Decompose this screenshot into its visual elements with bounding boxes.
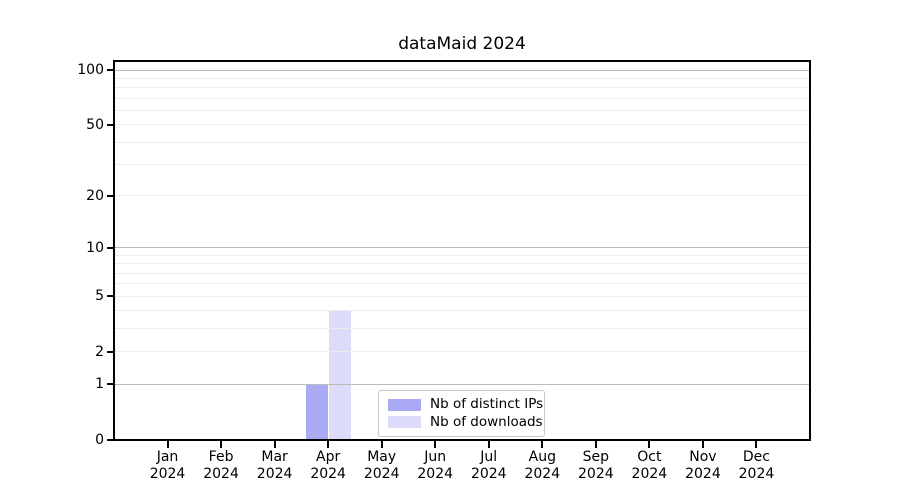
x-tick-month: Jan (156, 449, 179, 465)
y-tick-label: 5 (95, 288, 104, 305)
y-tick-label: 100 (77, 62, 104, 78)
x-tick-month: Mar (261, 449, 288, 465)
x-tick (220, 441, 223, 448)
x-tick-year: 2024 (203, 466, 239, 482)
y-tick (107, 246, 114, 249)
x-tick-label: Aug 2024 (524, 449, 560, 483)
x-tick-label: Jul 2024 (471, 449, 507, 483)
x-tick-month: Feb (208, 449, 234, 465)
x-tick-label: Mar 2024 (257, 449, 293, 483)
y-gridline-minor (114, 283, 810, 285)
y-tick (107, 350, 114, 353)
y-gridline-minor (114, 97, 810, 99)
x-tick-year: 2024 (256, 466, 293, 482)
y-tick (107, 194, 114, 197)
y-tick (107, 295, 114, 298)
x-tick-year: 2024 (685, 466, 721, 482)
legend-swatch (388, 416, 421, 429)
y-tick-label: 20 (86, 187, 104, 204)
bar-nb-of-distinct-ips (305, 384, 328, 440)
x-tick (166, 441, 169, 448)
x-tick-month: Jul (480, 449, 498, 465)
y-gridline-major (114, 383, 810, 385)
y-tick-label: 1 (95, 376, 104, 393)
x-tick-label: Nov 2024 (685, 449, 721, 483)
x-tick-year: 2024 (363, 466, 400, 482)
x-tick (434, 441, 437, 448)
y-gridline-minor (114, 195, 810, 197)
x-tick-month: Sep (582, 449, 610, 465)
x-tick (487, 441, 490, 448)
x-tick-label: May 2024 (364, 449, 400, 483)
chart-title: dataMaid 2024 (398, 34, 526, 54)
y-gridline-minor (114, 272, 810, 274)
y-gridline-minor (114, 328, 810, 330)
legend-swatch (388, 398, 421, 411)
y-gridline-minor (114, 109, 810, 111)
x-tick-month: Apr (316, 449, 341, 465)
x-tick (648, 441, 651, 448)
y-gridline-minor (114, 164, 810, 166)
x-tick-year: 2024 (524, 466, 561, 482)
x-tick-label: Apr 2024 (310, 449, 346, 483)
y-tick (107, 439, 114, 441)
x-tick-year: 2024 (738, 466, 775, 482)
x-tick-month: Dec (742, 449, 770, 465)
y-tick-label: 50 (86, 116, 104, 133)
legend-box: Nb of distinct IPs Nb of downloads (378, 390, 545, 437)
x-tick-year: 2024 (631, 466, 668, 482)
y-tick (107, 123, 114, 126)
x-tick-label: Jun 2024 (417, 449, 453, 483)
y-gridline-minor (114, 124, 810, 126)
x-tick-year: 2024 (149, 466, 186, 482)
y-gridline-minor (114, 254, 810, 256)
x-tick-year: 2024 (310, 466, 346, 482)
legend-label: Nb of downloads (430, 413, 543, 430)
x-tick-label: Jan 2024 (150, 449, 186, 483)
y-gridline-major (114, 69, 810, 71)
y-gridline-minor (114, 87, 810, 89)
y-tick (107, 69, 114, 71)
x-tick-month: Nov (689, 449, 717, 465)
x-tick-month: Jun (424, 449, 447, 465)
legend-item-nb-of-distinct-ips: Nb of distinct IPs (388, 396, 543, 413)
y-gridline-major (114, 247, 810, 249)
x-tick (380, 441, 383, 448)
y-gridline-minor (114, 351, 810, 353)
x-tick (755, 441, 758, 448)
bar-nb-of-downloads (328, 310, 351, 440)
x-tick (701, 441, 704, 448)
y-gridline-minor (114, 141, 810, 143)
x-tick-year: 2024 (578, 466, 614, 482)
x-tick-label: Sep 2024 (578, 449, 614, 483)
x-tick-month: Oct (637, 449, 662, 465)
x-tick-label: Dec 2024 (739, 449, 775, 483)
y-tick (107, 383, 114, 386)
legend-item-nb-of-downloads: Nb of downloads (388, 414, 543, 431)
y-gridline-minor (114, 310, 810, 312)
x-tick-label: Feb 2024 (203, 449, 239, 483)
x-tick-year: 2024 (470, 466, 507, 482)
y-tick-label: 10 (86, 239, 104, 256)
x-tick (327, 441, 330, 448)
y-gridline-minor (114, 295, 810, 297)
y-tick-label: 0 (95, 432, 104, 448)
y-gridline-minor (114, 77, 810, 79)
y-gridline-minor (114, 263, 810, 265)
legend-label: Nb of distinct IPs (430, 396, 544, 413)
y-tick-label: 2 (95, 343, 104, 360)
x-tick (541, 441, 544, 448)
x-tick (594, 441, 597, 448)
x-tick-label: Oct 2024 (632, 449, 668, 483)
x-tick-month: Aug (528, 449, 556, 465)
x-tick-month: May (367, 449, 397, 465)
x-tick-year: 2024 (417, 466, 454, 482)
x-tick (273, 441, 276, 448)
